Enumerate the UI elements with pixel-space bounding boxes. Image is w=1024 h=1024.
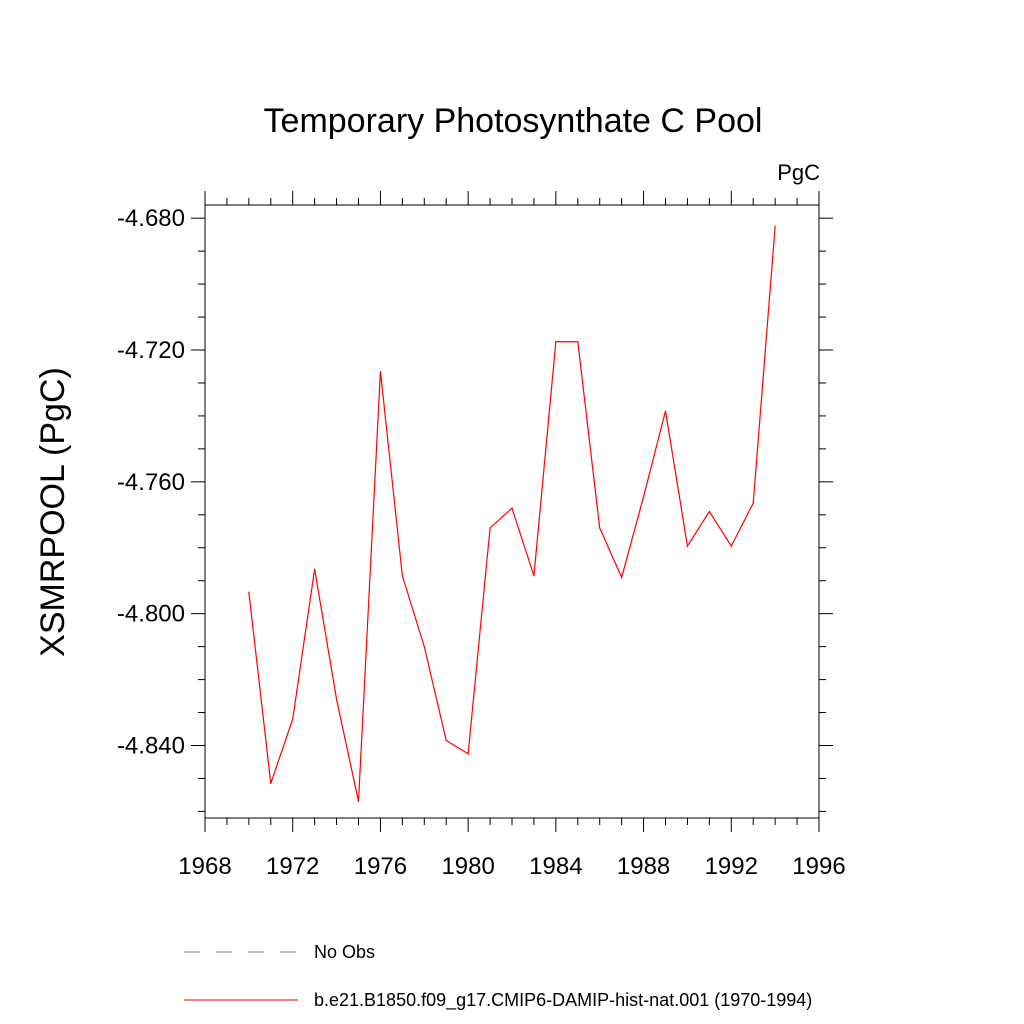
data-point [621, 576, 623, 579]
data-point [248, 591, 250, 593]
data-point [379, 370, 382, 373]
series-line [248, 226, 776, 802]
data-point [489, 527, 491, 529]
data-point [708, 510, 710, 513]
data-point [423, 646, 425, 648]
data-point [774, 225, 776, 228]
data-point [445, 739, 447, 742]
data-point [335, 698, 338, 700]
x-tick-label: 1992 [705, 853, 758, 880]
data-point [730, 545, 732, 547]
data-point [467, 753, 469, 755]
x-tick-label: 1980 [441, 853, 494, 880]
data-point [664, 410, 667, 412]
y-tick-label: -4.840 [117, 732, 185, 759]
legend-label: No Obs [314, 942, 375, 962]
data-point [599, 527, 601, 529]
axis-ticks: 1968 1972 1976 1980 1984 1988 1992 1996 -4.840 -4… [117, 191, 846, 880]
legend-label: b.e21.B1850.f09_g17.CMIP6-DAMIP-hist-nat… [314, 990, 812, 1011]
x-tick-label: 1968 [178, 853, 231, 880]
x-tick-label: 1988 [617, 853, 670, 880]
x-tick-label: 1984 [529, 853, 582, 880]
y-tick-label: -4.720 [117, 337, 185, 364]
x-tick-label: 1996 [792, 853, 845, 880]
x-tick-label: 1972 [266, 853, 319, 880]
legend: No Obs b.e21.B1850.f09_g17.CMIP6-DAMIP-hi… [184, 942, 812, 1011]
y-tick-label: -4.800 [117, 601, 185, 628]
plot-frame [204, 204, 820, 819]
units-label: PgC [777, 160, 820, 185]
y-tick-label: -4.680 [117, 205, 185, 232]
data-point [292, 718, 294, 720]
data-point [555, 341, 557, 343]
data-point [357, 800, 360, 803]
series-group [248, 225, 776, 803]
x-tick-label: 1976 [354, 853, 407, 880]
data-point [577, 341, 579, 343]
data-point [270, 782, 272, 784]
data-point [642, 496, 645, 498]
data-point [752, 502, 754, 504]
chart-title: Temporary Photosynthate C Pool [264, 102, 763, 140]
data-point [533, 575, 535, 577]
y-axis-label: XSMRPOOL (PgC) [34, 367, 72, 657]
data-point [401, 575, 403, 577]
data-point [686, 545, 689, 547]
data-point [511, 507, 513, 509]
data-point [314, 568, 316, 570]
y-tick-label: -4.760 [117, 469, 185, 496]
